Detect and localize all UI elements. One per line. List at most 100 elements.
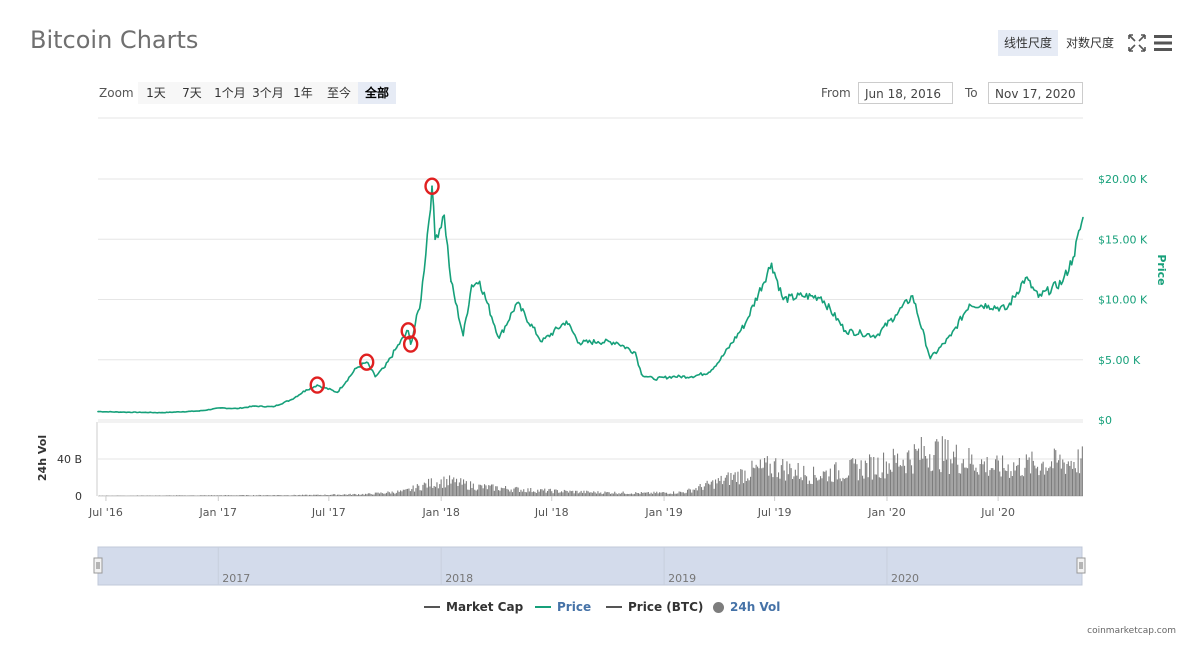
volume-bar <box>614 491 616 496</box>
from-date-input[interactable]: Jun 18, 2016 <box>858 82 953 104</box>
navigator-window[interactable] <box>97 546 1083 586</box>
volume-bar <box>741 469 743 496</box>
price-tick-label: $10.00 K <box>1098 294 1148 307</box>
volume-bar <box>684 493 686 496</box>
price-point <box>365 361 368 363</box>
volume-bar <box>339 494 341 496</box>
volume-bar <box>891 471 893 496</box>
volume-bar <box>258 494 260 496</box>
fullscreen-icon[interactable] <box>1126 32 1148 54</box>
zoom-1m-button[interactable]: 1个月 <box>210 82 250 104</box>
volume-bar <box>995 459 997 496</box>
price-point <box>770 262 773 265</box>
volume-bar <box>971 454 973 496</box>
volume-bar <box>363 494 365 496</box>
price-point <box>801 295 803 297</box>
volume-bar <box>944 439 946 496</box>
menu-icon[interactable] <box>1152 32 1174 54</box>
volume-bar <box>643 492 645 496</box>
volume-bar <box>1046 470 1048 496</box>
volume-bar <box>622 491 624 496</box>
volume-bar <box>678 491 680 496</box>
volume-bar <box>388 492 390 496</box>
volume-bar <box>176 495 178 496</box>
volume-bar <box>869 454 871 496</box>
legend-swatch <box>713 601 724 613</box>
legend-item-price[interactable]: Price <box>535 600 591 614</box>
zoom-3m-button[interactable]: 3个月 <box>248 82 288 104</box>
volume-bar <box>691 492 693 496</box>
legend-item-market-cap[interactable]: Market Cap <box>424 600 523 614</box>
volume-bar <box>293 494 295 496</box>
volume-bar <box>863 478 865 496</box>
to-date-input[interactable]: Nov 17, 2020 <box>988 82 1083 104</box>
volume-bar <box>1032 460 1034 496</box>
volume-bar <box>342 494 344 496</box>
volume-bar <box>1069 465 1071 496</box>
navigator-handle-left[interactable] <box>93 557 103 574</box>
volume-bar <box>752 467 754 496</box>
volume-bar <box>373 494 375 496</box>
volume-bar <box>888 463 890 496</box>
price-point <box>652 378 655 380</box>
volume-bar <box>552 493 554 496</box>
zoom-ytd-button[interactable]: 至今 <box>320 82 358 104</box>
volume-bar <box>433 486 435 496</box>
legend-label: Price (BTC) <box>628 600 704 614</box>
volume-bar <box>274 495 276 496</box>
volume-bar <box>681 492 683 496</box>
volume-bar <box>843 478 845 496</box>
volume-bar <box>656 491 658 496</box>
volume-bar <box>324 494 326 496</box>
volume-bar <box>311 495 313 496</box>
zoom-7d-button[interactable]: 7天 <box>174 82 210 104</box>
price-point <box>236 407 239 410</box>
volume-bar <box>1059 454 1061 496</box>
volume-bar <box>359 494 361 496</box>
zoom-1d-button[interactable]: 1天 <box>138 82 174 104</box>
volume-bar <box>475 490 477 496</box>
legend-label: Market Cap <box>446 600 524 614</box>
volume-bar <box>167 495 169 496</box>
volume-bar <box>393 492 395 496</box>
volume-bar <box>911 465 913 496</box>
volume-bar <box>279 495 281 496</box>
volume-bar <box>765 462 767 496</box>
volume-bar <box>215 495 217 496</box>
volume-bar <box>734 472 736 496</box>
volume-bar <box>817 480 819 496</box>
volume-bar <box>884 478 886 496</box>
volume-bar <box>780 465 782 496</box>
volume-bar <box>482 488 484 496</box>
legend-item-price-btc[interactable]: Price (BTC) <box>606 600 703 614</box>
log-scale-button[interactable]: 对数尺度 <box>1066 36 1115 50</box>
volume-bar <box>205 495 207 496</box>
zoom-1y-button[interactable]: 1年 <box>286 82 320 104</box>
volume-axis-title: 24h Vol <box>36 435 49 481</box>
volume-bar <box>596 493 598 496</box>
volume-bar <box>411 489 413 496</box>
volume-bar <box>337 494 339 496</box>
zoom-all-button[interactable]: 全部 <box>358 82 396 104</box>
volume-bar <box>937 441 939 496</box>
volume-bar <box>792 479 794 496</box>
volume-bar <box>1074 468 1076 496</box>
volume-bar <box>299 494 301 496</box>
legend-item-24h-vol[interactable]: 24h Vol <box>713 600 780 614</box>
credits-link[interactable]: coinmarketcap.com <box>1087 626 1176 636</box>
volume-bar <box>698 486 700 496</box>
navigator-label: 2017 <box>222 572 250 585</box>
volume-bar <box>446 479 448 496</box>
navigator-handle-right[interactable] <box>1076 557 1086 574</box>
volume-bar <box>920 437 922 496</box>
volume-bar <box>610 493 612 496</box>
volume-bar <box>933 455 935 496</box>
volume-bar <box>923 446 925 496</box>
navigator[interactable]: 2017 2018 2019 2020 <box>93 546 1086 586</box>
volume-bar <box>492 484 494 496</box>
volume-bar <box>611 493 613 496</box>
linear-scale-button[interactable]: 线性尺度 <box>998 30 1059 56</box>
volume-bar <box>654 493 656 496</box>
price-point <box>516 302 518 304</box>
volume-bar <box>471 488 473 496</box>
